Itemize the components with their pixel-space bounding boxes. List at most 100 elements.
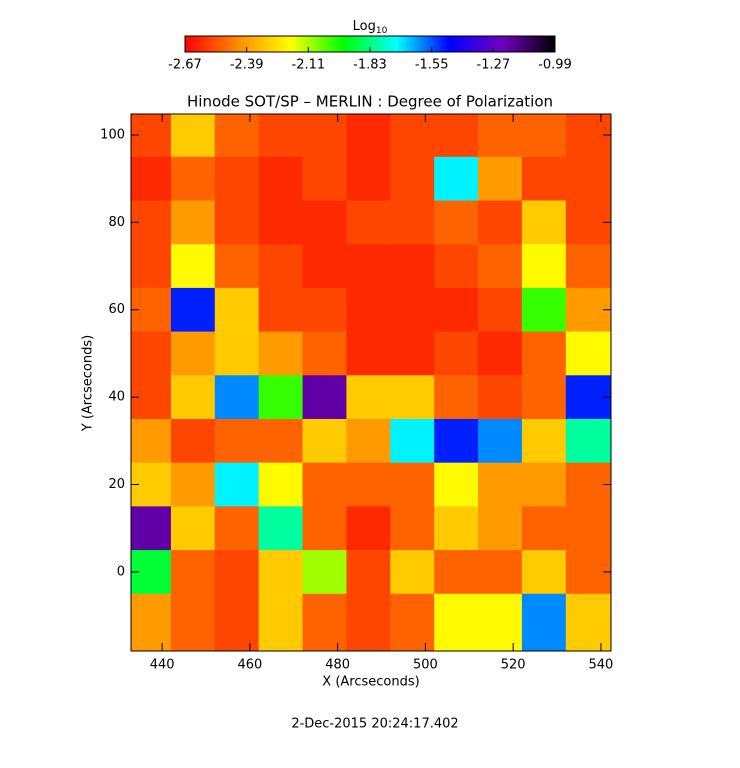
colorbar-tick-label: -1.83 (353, 58, 387, 73)
heatmap-cell (521, 550, 567, 595)
y-tick-label: 40 (108, 390, 125, 405)
heatmap-cell (258, 331, 304, 376)
heatmap-cell (390, 550, 435, 595)
heatmap-cell (170, 244, 216, 289)
colorbar-label-sub: 10 (376, 26, 388, 36)
heatmap-cell (302, 156, 347, 202)
heatmap-cell (521, 418, 567, 464)
heatmap-cell (131, 593, 172, 652)
heatmap-cell (302, 550, 347, 595)
x-tick-label: 500 (413, 658, 438, 673)
heatmap-cell (346, 244, 391, 289)
heatmap-cell (214, 244, 260, 289)
heatmap-cell (302, 244, 347, 289)
heatmap-cell (302, 114, 347, 158)
heatmap-cell (434, 287, 479, 333)
heatmap-cell (302, 287, 347, 333)
heatmap-cell (258, 244, 304, 289)
heatmap-cell (565, 331, 612, 376)
heatmap-cell (390, 593, 435, 652)
heatmap-cell (434, 506, 479, 551)
heatmap-cell (214, 200, 260, 245)
heatmap-cell (214, 114, 260, 158)
plot-frame (130, 113, 612, 652)
heatmap-cell (302, 462, 347, 507)
heatmap-cell (565, 156, 612, 202)
heatmap-cell (434, 462, 479, 507)
heatmap-cell (565, 114, 612, 158)
heatmap-cell (478, 462, 523, 507)
heatmap-cell (214, 506, 260, 551)
heatmap-cell (302, 200, 347, 245)
heatmap-cell (390, 200, 435, 245)
heatmap-cell (434, 550, 479, 595)
heatmap-cell (521, 200, 567, 245)
heatmap-cell (521, 156, 567, 202)
heatmap-cell (131, 418, 172, 464)
heatmap-cell (302, 375, 347, 420)
heatmap-cell (258, 114, 304, 158)
heatmap-cell (434, 244, 479, 289)
heatmap-cell (170, 156, 216, 202)
heatmap-cell (346, 331, 391, 376)
y-tick-label: 0 (117, 564, 125, 579)
heatmap-cell (302, 418, 347, 464)
heatmap-cell (258, 462, 304, 507)
heatmap-cell (258, 418, 304, 464)
x-tick-label: 520 (501, 658, 526, 673)
colorbar-tick-label: -2.67 (168, 58, 202, 73)
heatmap-cell (390, 244, 435, 289)
heatmap-cell (346, 418, 391, 464)
heatmap-cell (170, 418, 216, 464)
heatmap-cell (302, 331, 347, 376)
heatmap-cell (170, 593, 216, 652)
heatmap-cell (131, 331, 172, 376)
heatmap-cell (478, 593, 523, 652)
heatmap-cell (521, 331, 567, 376)
heatmap-cell (478, 200, 523, 245)
heatmap-cell (390, 156, 435, 202)
heatmap-cell (346, 287, 391, 333)
heatmap-cell (390, 114, 435, 158)
y-axis-label: Y (Arcseconds) (81, 335, 96, 432)
heatmap-cell (478, 114, 523, 158)
heatmap-cell (258, 156, 304, 202)
heatmap-cell (346, 375, 391, 420)
heatmap-cell (131, 244, 172, 289)
heatmap-cell (170, 287, 216, 333)
chart-title: Hinode SOT/SP – MERLIN : Degree of Polar… (187, 93, 553, 111)
heatmap-cell (346, 462, 391, 507)
x-tick-label: 540 (588, 658, 613, 673)
heatmap-cell (478, 244, 523, 289)
heatmap-cell (258, 287, 304, 333)
heatmap-cell (565, 506, 612, 551)
y-tick-label: 20 (108, 477, 125, 492)
x-axis-label: X (Arcseconds) (322, 675, 419, 690)
heatmap-cell (434, 331, 479, 376)
heatmap-cell (170, 200, 216, 245)
colorbar-tick-label: -0.99 (538, 58, 572, 73)
heatmap-cell (434, 156, 479, 202)
heatmap-cell (214, 287, 260, 333)
heatmap-cell (214, 593, 260, 652)
x-tick-label: 440 (150, 658, 175, 673)
heatmap-cell (478, 418, 523, 464)
heatmap-cell (521, 287, 567, 333)
footer-timestamp: 2-Dec-2015 20:24:17.402 (291, 717, 458, 732)
heatmap-cell (521, 375, 567, 420)
colorbar-label-main: Log (353, 19, 376, 34)
heatmap-cell (214, 418, 260, 464)
heatmap-cell (346, 506, 391, 551)
heatmap-cell (346, 593, 391, 652)
heatmap-cell (521, 593, 567, 652)
heatmap-cell (258, 200, 304, 245)
heatmap-cell (302, 593, 347, 652)
heatmap-cell (258, 593, 304, 652)
heatmap-cell (346, 114, 391, 158)
heatmap-cell (565, 418, 612, 464)
heatmap-cell (390, 375, 435, 420)
colorbar-tick-label: -2.39 (230, 58, 264, 73)
heatmap-cell (214, 462, 260, 507)
heatmap-cell (565, 593, 612, 652)
